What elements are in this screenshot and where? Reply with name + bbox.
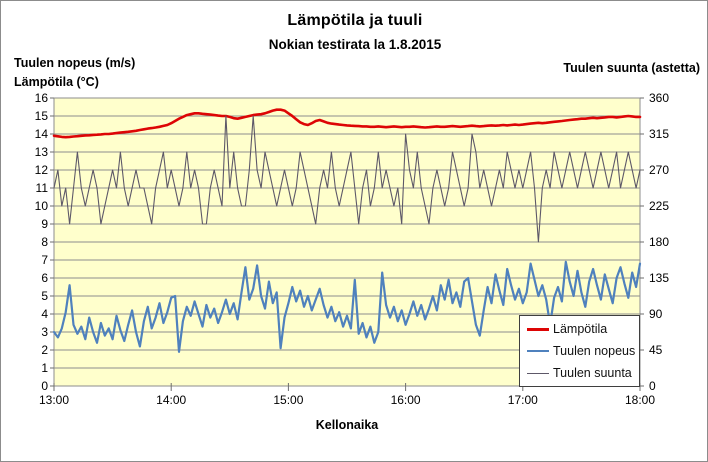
left-tick-label: 7	[41, 253, 48, 267]
x-axis-title: Kellonaika	[315, 418, 379, 432]
chart-title: Lämpötila ja tuuli	[287, 12, 423, 29]
right-tick-label: 180	[649, 235, 670, 249]
left-axis-title-line1: Tuulen nopeus (m/s)	[14, 56, 136, 70]
x-tick-label: 16:00	[390, 393, 421, 407]
left-tick-label: 0	[41, 379, 48, 393]
left-tick-label: 2	[41, 343, 48, 357]
legend-item-tuulen-suunta: Tuulen suunta	[527, 362, 639, 384]
legend-line-sample-tuulen-suunta	[527, 372, 549, 374]
chart-subtitle: Nokian testirata la 1.8.2015	[268, 37, 442, 52]
x-tick-label: 17:00	[507, 393, 538, 407]
right-axis-title: Tuulen suunta (astetta)	[563, 61, 700, 75]
legend-label-tuulen-suunta: Tuulen suunta	[553, 366, 632, 380]
left-axis-title: Tuulen nopeus (m/s) Lämpötila (°C)	[14, 54, 135, 92]
right-tick-label: 225	[649, 199, 670, 213]
left-tick-label: 12	[34, 163, 48, 177]
left-tick-label: 15	[34, 109, 48, 123]
left-tick-label: 14	[34, 127, 48, 141]
series-line-tuulen-nopeus	[52, 260, 642, 353]
left-tick-label: 11	[35, 181, 48, 195]
left-tick-label: 3	[41, 325, 48, 339]
x-tick-label: 18:00	[624, 393, 656, 407]
series-line-tuulen-suunta	[53, 115, 641, 243]
x-tick-label: 13:00	[38, 393, 70, 407]
right-tick-label: 90	[649, 307, 663, 321]
right-tick-label: 270	[649, 163, 670, 177]
left-tick-label: 9	[41, 217, 48, 231]
legend-label-tuulen-nopeus: Tuulen nopeus	[553, 344, 636, 358]
left-tick-label: 4	[41, 307, 48, 321]
legend-item-lampotila: Lämpötila	[527, 318, 639, 340]
legend-label-lampotila: Lämpötila	[553, 322, 608, 336]
x-tick-label: 14:00	[156, 393, 187, 407]
series-line-lämpötila	[52, 108, 642, 139]
left-tick-label: 6	[41, 271, 48, 285]
legend-item-tuulen-nopeus: Tuulen nopeus	[527, 340, 639, 362]
left-tick-label: 8	[41, 235, 48, 249]
left-tick-label: 5	[41, 289, 48, 303]
legend-line-sample-tuulen-nopeus	[527, 350, 549, 352]
legend: Lämpötila Tuulen nopeus Tuulen suunta	[519, 315, 640, 387]
right-tick-label: 360	[649, 91, 670, 105]
left-axis-title-line2: Lämpötila (°C)	[14, 75, 99, 89]
right-tick-label: 0	[649, 379, 656, 393]
right-tick-label: 315	[649, 127, 670, 141]
left-tick-label: 16	[34, 91, 48, 105]
x-tick-label: 15:00	[273, 393, 304, 407]
legend-line-sample-lampotila	[527, 327, 549, 331]
right-tick-label: 135	[649, 271, 670, 285]
left-tick-label: 1	[41, 361, 48, 375]
left-tick-label: 13	[34, 145, 48, 159]
right-tick-label: 45	[649, 343, 663, 357]
left-tick-label: 10	[34, 199, 48, 213]
